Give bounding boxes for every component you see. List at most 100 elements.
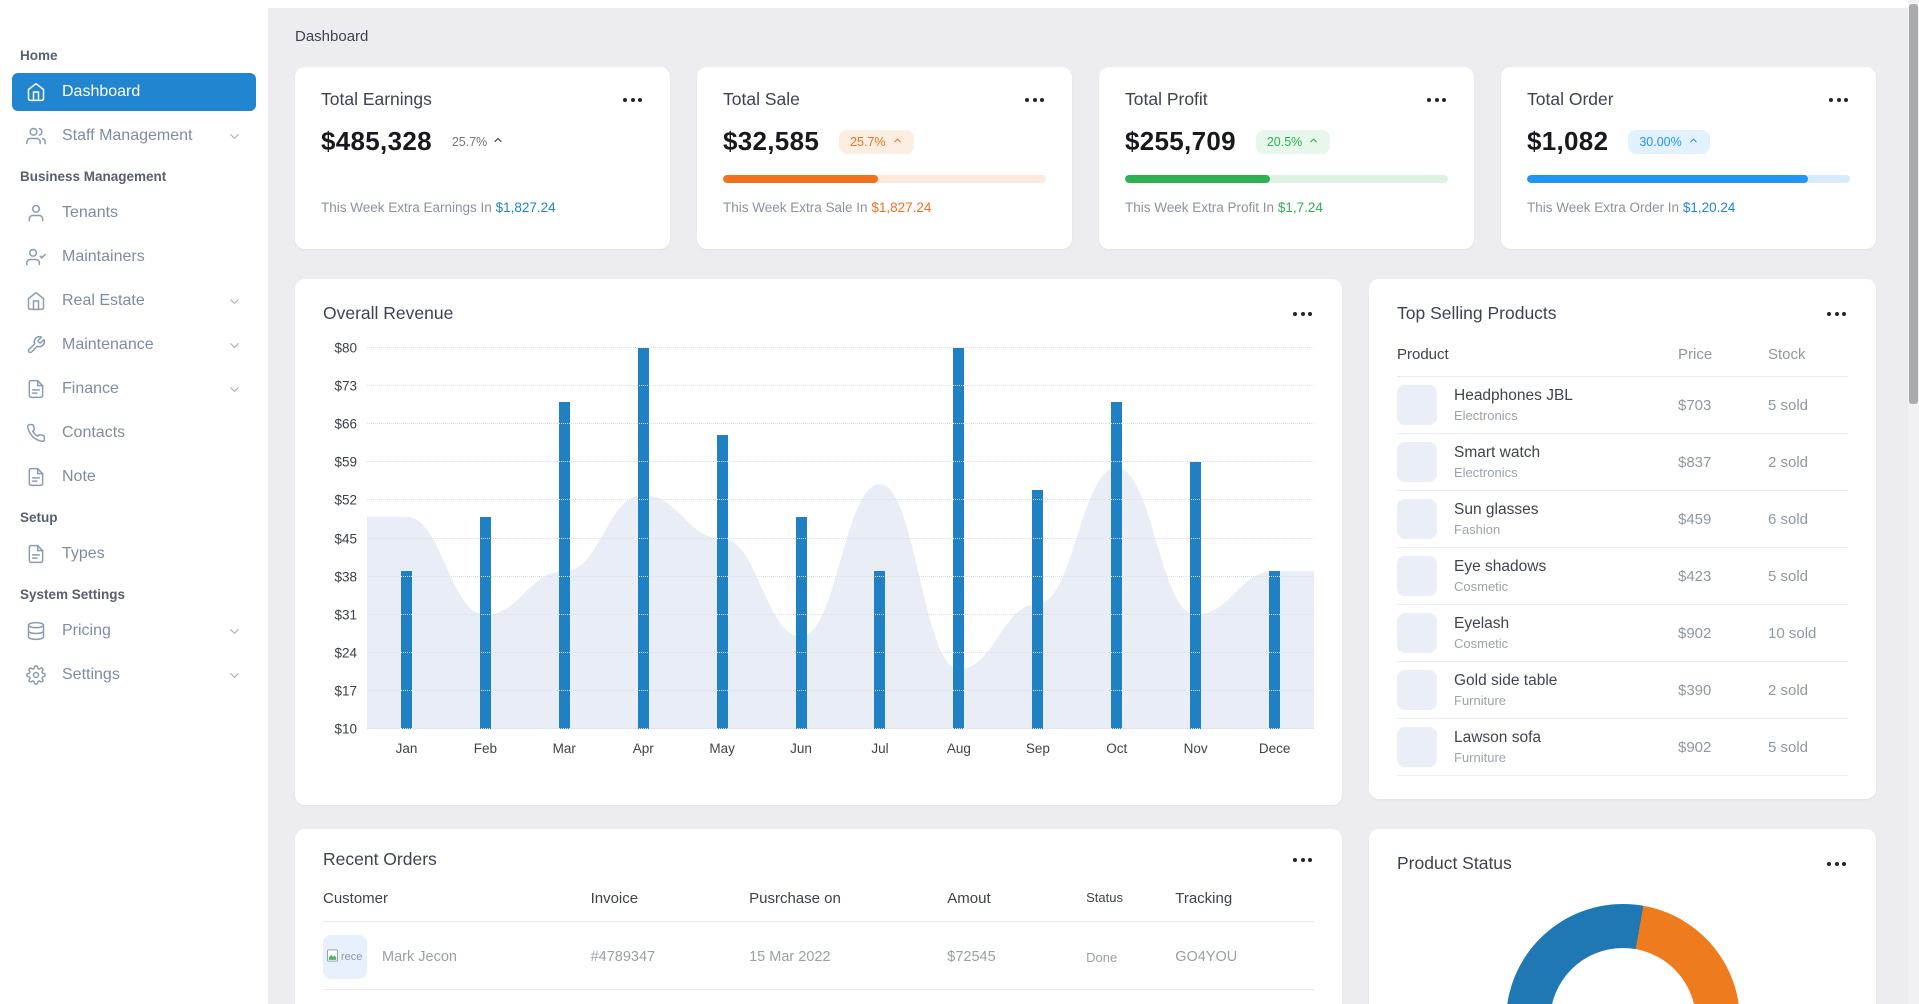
product-price: $459	[1678, 510, 1712, 528]
delta-indicator: 25.7%	[452, 134, 504, 149]
delta-value: 20.5%	[1266, 134, 1303, 149]
vertical-scrollbar[interactable]	[1908, 0, 1919, 1004]
card-menu-button[interactable]	[1825, 856, 1848, 872]
product-name: Gold side table	[1454, 672, 1558, 689]
bar-may	[716, 435, 728, 729]
sidebar-section-label-home: Home	[20, 48, 58, 63]
orders-column-header-amout: Amout	[947, 890, 991, 907]
gridline	[367, 499, 1314, 501]
product-price: $703	[1678, 396, 1712, 414]
y-tick-label: $17	[334, 683, 357, 699]
x-tick-label: Mar	[552, 741, 576, 756]
sidebar-item-staff-management[interactable]: Staff Management	[12, 117, 256, 155]
card-menu-button[interactable]	[1291, 852, 1314, 868]
file-icon	[26, 544, 46, 564]
order-amount: $72545	[947, 949, 996, 965]
sidebar-item-contacts[interactable]: Contacts	[12, 414, 256, 452]
ellipsis-icon	[1827, 861, 1831, 866]
sidebar-item-maintainers[interactable]: Maintainers	[12, 238, 256, 276]
sidebar-section-label-setup: Setup	[20, 510, 58, 525]
sidebar-item-real-estate[interactable]: Real Estate	[12, 282, 256, 320]
product-thumbnail	[1397, 670, 1437, 710]
stat-card-total-earnings: Total Earnings $485,328 25.7% This Week Ext…	[295, 67, 670, 249]
sidebar-item-note[interactable]: Note	[12, 458, 256, 496]
gear-icon	[26, 665, 46, 685]
sidebar-item-types[interactable]: Types	[12, 535, 256, 573]
order-row-mark-jecon[interactable]: rece Mark Jecon #4789347 15 Mar 2022 $72545 D…	[323, 922, 1314, 990]
file-icon	[26, 379, 46, 399]
ellipsis-icon	[1844, 97, 1848, 102]
product-name: Sun glasses	[1454, 501, 1539, 518]
product-column-header: Product	[1397, 346, 1449, 363]
product-row-eyelash[interactable]: Eyelash Cosmetic $902 10 sold	[1397, 605, 1848, 662]
product-row-gold-side-table[interactable]: Gold side table Furniture $390 2 sold	[1397, 662, 1848, 719]
ellipsis-icon	[1032, 97, 1037, 102]
sidebar-item-tenants[interactable]: Tenants	[12, 194, 256, 232]
gridline	[367, 537, 1314, 539]
home-icon	[26, 291, 46, 311]
x-tick-label: Dece	[1258, 741, 1291, 756]
broken-image-icon	[325, 948, 340, 967]
delta-value: 25.7%	[451, 134, 488, 149]
card-menu-button[interactable]	[1023, 92, 1046, 108]
bar-jun	[795, 516, 807, 729]
breadcrumb: Dashboard	[295, 28, 369, 45]
sidebar-item-dashboard[interactable]: Dashboard	[12, 73, 256, 111]
product-status-donut-chart	[1505, 904, 1740, 1004]
bar-column-sep	[998, 348, 1077, 729]
bar-oct	[1111, 402, 1123, 729]
sidebar-section-label-business-management: Business Management	[20, 169, 167, 184]
product-name: Eye shadows	[1454, 558, 1547, 575]
card-menu-button[interactable]	[1425, 92, 1448, 108]
stat-footer-amount: $1,7.24	[1277, 200, 1323, 215]
product-row-headphones-jbl[interactable]: Headphones JBL Electronics $703 5 sold	[1397, 377, 1848, 434]
card-menu-button[interactable]	[1827, 92, 1850, 108]
ellipsis-icon	[623, 97, 627, 102]
orders-column-header-tracking: Tracking	[1175, 890, 1233, 907]
product-thumbnail	[1397, 385, 1437, 425]
product-category: Furniture	[1454, 693, 1507, 708]
user-icon	[26, 203, 46, 223]
orders-table-header: Customer Invoice Pusrchase on Amout Status Tr…	[323, 890, 1314, 922]
x-tick-label: Aug	[946, 741, 971, 756]
product-row-eye-shadows[interactable]: Eye shadows Cosmetic $423 5 sold	[1397, 548, 1848, 605]
product-price: $902	[1678, 624, 1712, 642]
product-row-sun-glasses[interactable]: Sun glasses Fashion $459 6 sold	[1397, 491, 1848, 548]
chevron-down-icon	[227, 129, 242, 144]
sidebar-section-label-system-settings: System Settings	[20, 587, 126, 602]
ellipsis-icon	[1442, 97, 1446, 102]
orders-column-header-invoice: Invoice	[590, 890, 639, 907]
chevron-up-icon	[1308, 135, 1319, 149]
card-menu-button[interactable]	[621, 92, 644, 108]
scrollbar-thumb[interactable]	[1909, 4, 1918, 404]
order-status: Done	[1086, 949, 1118, 965]
card-menu-button[interactable]	[1291, 306, 1314, 322]
x-tick-label: Oct	[1106, 741, 1128, 756]
product-category: Cosmetic	[1454, 636, 1509, 651]
sidebar-item-settings[interactable]: Settings	[12, 656, 256, 694]
sidebar-item-maintenance[interactable]: Maintenance	[12, 326, 256, 364]
ellipsis-icon	[1829, 97, 1833, 102]
product-stock: 5 sold	[1768, 396, 1809, 414]
bar-column-jan	[367, 348, 446, 729]
bar-feb	[479, 516, 491, 729]
y-tick-label: $59	[334, 454, 357, 470]
product-row-lawson-sofa[interactable]: Lawson sofa Furniture $902 5 sold	[1397, 719, 1848, 776]
file-icon	[26, 467, 46, 487]
y-tick-label: $10	[334, 721, 357, 737]
product-row-smart-watch[interactable]: Smart watch Electronics $837 2 sold	[1397, 434, 1848, 491]
gridline	[367, 651, 1314, 653]
ellipsis-icon	[630, 97, 635, 102]
card-menu-button[interactable]	[1825, 306, 1848, 322]
product-stock: 5 sold	[1768, 567, 1809, 585]
top-bar	[268, 0, 1919, 8]
product-category: Furniture	[1454, 750, 1507, 765]
ellipsis-icon	[1827, 311, 1831, 316]
price-column-header: Price	[1678, 346, 1713, 363]
sidebar-item-pricing[interactable]: Pricing	[12, 612, 256, 650]
sidebar-item-finance[interactable]: Finance	[12, 370, 256, 408]
product-stock: 10 sold	[1768, 624, 1817, 642]
chevron-up-icon	[1688, 135, 1699, 149]
sidebar-item-label: Maintenance	[62, 336, 154, 353]
product-stock: 6 sold	[1768, 510, 1809, 528]
